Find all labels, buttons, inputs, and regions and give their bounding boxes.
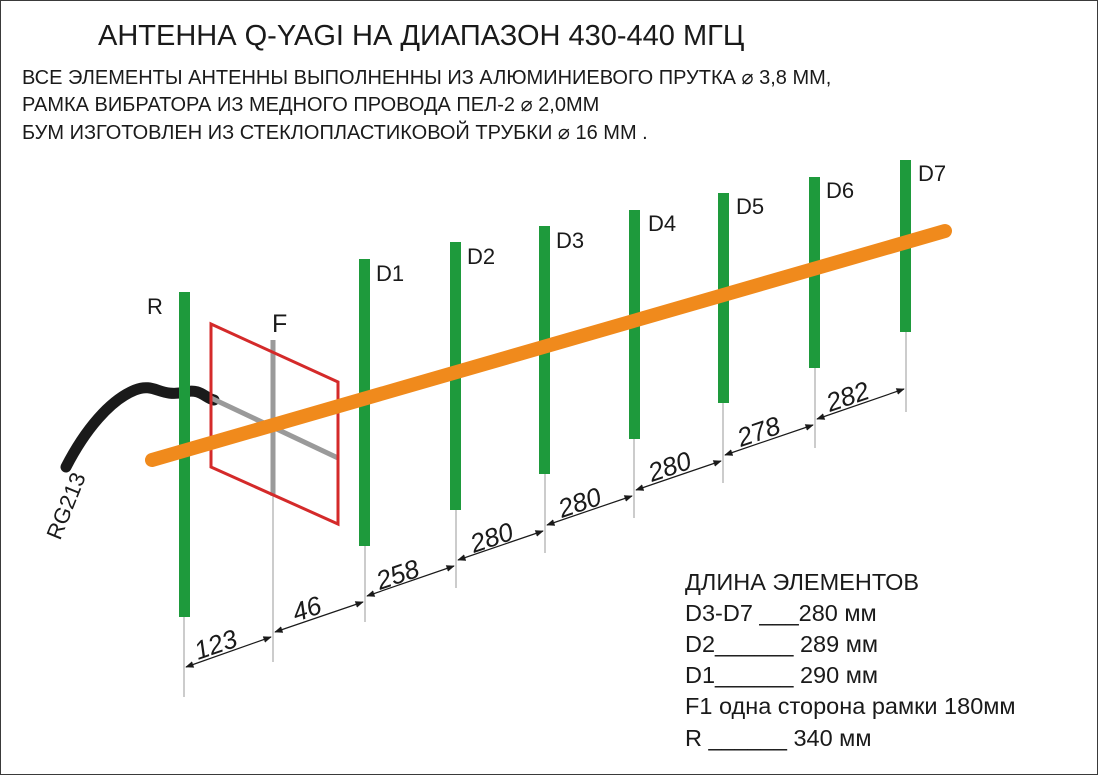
spacing-d3-d4: 280 <box>553 481 605 524</box>
cable-label: RG213 <box>41 469 90 543</box>
spacing-f-d1: 46 <box>288 590 326 628</box>
director-label-d6: D6 <box>826 178 854 203</box>
director-label-d5: D5 <box>736 194 764 219</box>
legend-row: F1 одна сторона рамки 180мм <box>685 693 1016 719</box>
dimension-lines <box>185 388 905 668</box>
boom <box>145 224 952 467</box>
legend-row: R ______ 340 мм <box>685 725 872 751</box>
spacing-d4-d5: 280 <box>643 445 695 488</box>
spacing-d1-d2: 258 <box>371 553 423 596</box>
legend-heading: ДЛИНА ЭЛЕМЕНТОВ <box>685 569 919 595</box>
legend-row: D2______ 289 мм <box>685 631 878 657</box>
element-length-legend: ДЛИНА ЭЛЕМЕНТОВ D3-D7 ___280 мм D2______… <box>685 569 1016 751</box>
spacing-d6-d7: 282 <box>821 375 873 418</box>
director-label-d2: D2 <box>467 244 495 269</box>
director-label-d7: D7 <box>918 161 946 186</box>
spacing-d2-d3: 280 <box>465 516 517 559</box>
director-label-d1: D1 <box>376 261 404 286</box>
feed-label: F <box>272 310 287 338</box>
spacing-r-f: 123 <box>190 623 241 666</box>
page-title: АНТЕННА Q-YAGI НА ДИАПАЗОН 430-440 МГЦ <box>98 20 744 52</box>
reflector-label: R <box>147 294 163 319</box>
legend-row: D1______ 290 мм <box>685 662 878 688</box>
director-label-d3: D3 <box>556 228 584 253</box>
description-line-1: ВСЕ ЭЛЕМЕНТЫ АНТЕННЫ ВЫПОЛНЕННЫ ИЗ АЛЮМИ… <box>22 67 831 89</box>
extension-lines <box>183 332 907 697</box>
legend-row: D3-D7 ___280 мм <box>685 600 877 626</box>
spacing-d5-d6: 278 <box>732 410 784 453</box>
description-line-3: БУМ ИЗГОТОВЛЕН ИЗ СТЕКЛОПЛАСТИКОВОЙ ТРУБ… <box>22 120 648 144</box>
director-label-d4: D4 <box>648 211 676 236</box>
coax-cable <box>60 382 220 473</box>
description-line-2: РАМКА ВИБРАТОРА ИЗ МЕДНОГО ПРОВОДА ПЕЛ-2… <box>22 94 599 116</box>
